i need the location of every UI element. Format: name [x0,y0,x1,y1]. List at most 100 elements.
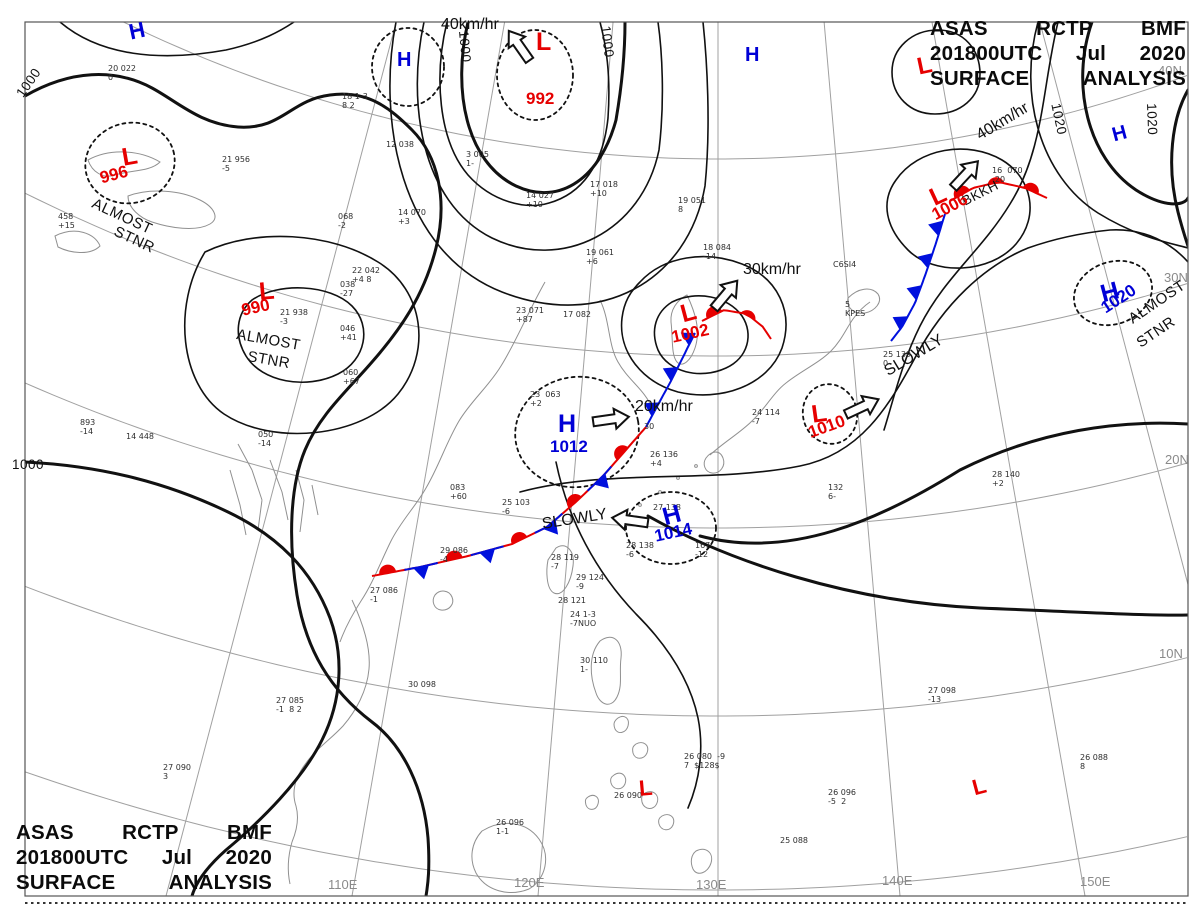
latitude-label: 10N [1159,646,1183,661]
station-plot: 27 086 -1 [370,586,398,604]
wind-speed-label: 40km/hr [441,16,499,33]
title-word: Jul [1075,42,1107,65]
station-plot: 29 124 -9 [576,573,604,591]
isobar-label: 1020 [1144,102,1161,136]
station-plot: 060 +67 [343,368,360,386]
latitude-line [25,382,1188,529]
station-plot: 25 103 -6 [502,498,530,516]
title-word: RCTP [1036,17,1093,40]
station-plot: 167 -12 [695,541,711,559]
station-plot: 22 042 +4 8 [352,266,380,284]
station-plot: 30 [644,422,655,431]
coastline [584,715,675,831]
station-plot: 21 938 -3 [280,308,308,326]
station-plot: 28 121 [558,596,586,605]
longitude-line [931,22,1086,896]
front-cold [644,332,696,428]
cold-front-triangle [594,473,609,489]
title-line: SURFACE ANALYSIS [16,870,272,895]
title-word: 201800UTC [16,846,129,869]
station-plot: 20 022 0 [108,64,136,82]
title-word: SURFACE [16,871,116,894]
high-symbol: H [1109,121,1130,147]
isobar-label: 1000 [598,24,617,59]
coastline [670,294,698,365]
isobar-label: 1000 [13,65,44,101]
station-plot: 21 956 -5 [222,155,250,173]
cold-front-triangle [413,564,429,580]
fronts [371,177,1048,580]
coastline [339,281,546,643]
wind-speed-label: 40km/hr [973,99,1032,144]
title-line: SURFACE ANALYSIS [930,66,1186,91]
station-plot: 083 +60 [450,483,467,501]
latitude-line [25,771,1188,891]
station-plot: 26 096 1-1 [496,818,524,836]
trough-ellipse [371,27,445,107]
title-word: 201800UTC [930,42,1043,65]
station-plot: 19 051 8 [678,196,706,214]
station-plot: 26 136 +4 [650,450,678,468]
station-plot: 27 090 3 [163,763,191,781]
station-plot: C6SI4 [833,260,857,269]
station-plot: 068 -2 [338,212,354,230]
coastline [546,545,574,595]
coastline [709,301,871,456]
latitude-label: 40N [1158,63,1182,78]
coastline [87,151,161,177]
isobar [389,22,709,306]
island-dot [638,503,642,507]
longitude-label: 140E [882,873,913,888]
cold-front-triangle [906,285,922,301]
title-line: 201800UTC Jul 2020 [930,41,1186,66]
latitude-line [25,585,1188,717]
station-plot: 14 027 +10 [526,191,554,209]
cold-front-triangle [680,332,695,346]
title-line: 201800UTC Jul 2020 [16,845,272,870]
station-plot: 19 061 +6 [586,248,614,266]
station-plot: 458 +15 [58,212,75,230]
title-word: BMF [226,821,272,844]
station-plot: 046 +41 [340,324,357,342]
coastline [471,822,547,893]
station-plot: 12 038 [386,140,414,149]
coastline [54,230,101,253]
coastline [432,590,454,611]
isobar-label: 1020 [1048,101,1070,137]
title-block-top-right: ASAS RCTP BMF 201800UTC Jul 2020 SURFACE ANALYS… [930,16,1186,91]
station-plot: 17 082 [563,310,591,319]
trough-ellipse [1073,259,1153,327]
station-plot: 16 070 -20 [992,166,1023,184]
isobar [25,460,341,896]
movement-note: ALMOST [235,326,302,354]
title-word: 2020 [225,846,272,869]
warm-front-semicircle [511,532,528,545]
latitude-label: 20N [1165,452,1189,467]
station-plot: 26 090 [614,791,642,800]
longitude-line [823,22,901,896]
station-plot: 25 139 0- [883,350,911,368]
longitude-line [1039,22,1188,587]
isobar [646,514,1188,617]
isobar [1081,22,1188,206]
movement-arrow-icon [591,407,631,431]
pressure-center-value: 1014 [652,519,694,546]
pressure-center-value: 1012 [550,437,588,456]
station-plot: 038 -27 [340,280,356,298]
coastlines [54,151,880,893]
station-plot: 27 085 -1 8 2 [276,696,304,714]
station-plot: 30 098 [408,680,436,689]
station-plot: 18 084 -14 [703,243,731,261]
warm-front-semicircle [614,445,629,461]
station-plot: 26 080 -9 7 $128$ [684,752,726,770]
station-plot: 28 140 +2 [992,470,1020,488]
station-plot: 25 088 [780,836,808,845]
coastline [847,288,880,314]
front-cold [890,213,946,342]
title-block-bottom-left: ASAS RCTP BMF 201800UTC Jul 2020 SURFACE ANALYS… [16,820,272,895]
station-plot: 27 098 -13 [928,686,956,704]
isobar [886,148,1031,269]
title-word: ANALYSIS [168,871,272,894]
